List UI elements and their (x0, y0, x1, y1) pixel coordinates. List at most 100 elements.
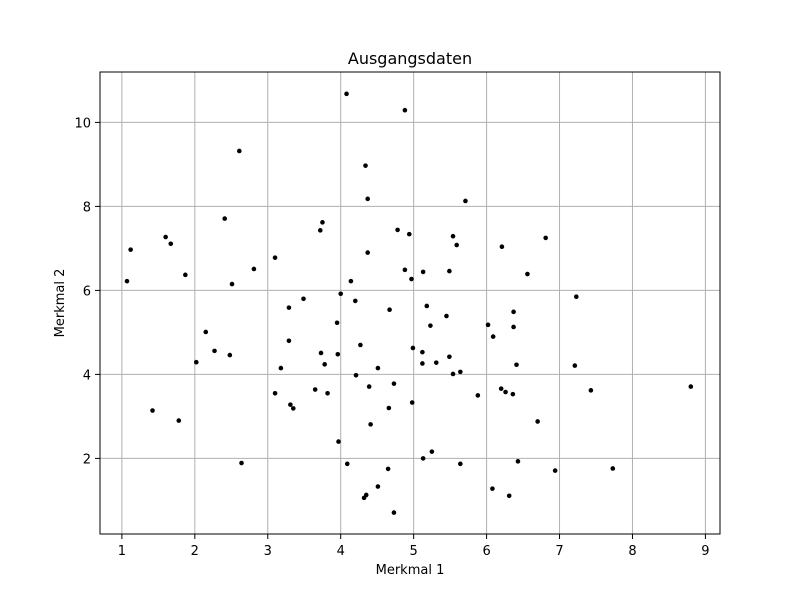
data-point (409, 276, 414, 282)
x-tick-label: 6 (482, 544, 490, 559)
data-point (318, 350, 324, 356)
data-point (535, 419, 540, 424)
data-point (485, 322, 491, 328)
data-point (344, 461, 350, 467)
x-tick-label: 4 (337, 544, 345, 559)
y-tick-label: 10 (74, 116, 91, 131)
data-point (420, 456, 426, 461)
data-point (288, 402, 293, 407)
data-point (525, 271, 530, 277)
y-tick-label: 2 (83, 452, 91, 467)
data-point (335, 351, 341, 357)
data-point (420, 361, 425, 366)
data-point (503, 389, 508, 395)
data-point (498, 386, 504, 391)
data-point (334, 320, 340, 326)
data-point (320, 220, 325, 225)
data-point (588, 388, 594, 393)
data-point (406, 231, 412, 237)
x-tick-label: 2 (191, 544, 199, 559)
data-point (433, 360, 439, 365)
data-point (506, 493, 512, 499)
data-point (552, 468, 558, 473)
data-point (368, 422, 373, 427)
data-point (543, 235, 548, 241)
data-point (290, 406, 296, 411)
x-axis-label: Merkmal 1 (376, 563, 445, 578)
data-point (402, 107, 408, 113)
data-point (688, 384, 694, 389)
data-point (475, 393, 481, 398)
data-point (511, 309, 516, 315)
data-point (463, 198, 468, 204)
data-point (410, 345, 416, 351)
data-point (352, 298, 358, 304)
data-point (499, 244, 505, 250)
data-point (490, 334, 496, 339)
data-point (325, 391, 330, 396)
data-point (128, 247, 133, 252)
x-tick-label: 1 (118, 544, 126, 559)
data-point (366, 384, 372, 389)
data-point (365, 250, 370, 255)
data-point (428, 323, 433, 328)
data-points (124, 91, 694, 515)
data-point (510, 391, 516, 397)
data-point (450, 233, 456, 239)
data-point (229, 281, 235, 287)
plot-frame (99, 71, 721, 535)
data-point (222, 216, 228, 221)
data-point (511, 324, 516, 330)
data-point (193, 359, 199, 365)
chart-title: Ausgangsdaten (348, 49, 472, 68)
data-point (286, 338, 292, 344)
data-point (409, 400, 415, 405)
data-point (338, 291, 344, 297)
data-point (420, 269, 426, 275)
data-point (312, 387, 318, 392)
data-point (272, 391, 278, 396)
data-point (458, 461, 463, 467)
data-point (447, 354, 452, 360)
data-point (317, 228, 323, 233)
data-point (450, 371, 456, 377)
data-point (375, 365, 381, 371)
data-point (301, 296, 306, 302)
data-point (447, 268, 452, 274)
data-point (239, 460, 244, 466)
data-point (272, 255, 278, 260)
data-point (444, 313, 449, 319)
data-point (387, 307, 392, 313)
x-tick-label: 7 (555, 544, 563, 559)
data-point (163, 234, 168, 240)
data-point (574, 294, 579, 300)
data-point (251, 266, 257, 272)
x-tick-label: 9 (701, 544, 709, 559)
data-point (344, 91, 349, 97)
y-axis-ticks: 2 4 6 8 10 (74, 116, 100, 467)
y-tick-label: 8 (83, 200, 91, 215)
x-tick-label: 5 (410, 544, 418, 559)
y-axis-label: Merkmal 2 (53, 269, 68, 338)
data-point (375, 484, 381, 489)
data-point (395, 227, 400, 233)
data-point (124, 278, 130, 284)
data-point (391, 381, 397, 386)
data-point (385, 466, 391, 472)
data-point (227, 352, 233, 358)
data-point (515, 459, 521, 464)
data-point (572, 363, 578, 368)
data-point (514, 362, 519, 368)
y-tick-label: 6 (83, 284, 91, 299)
data-point (212, 348, 217, 354)
data-point (424, 303, 430, 309)
data-point (150, 408, 155, 413)
data-point (363, 163, 368, 168)
data-point (348, 278, 354, 284)
data-point (176, 418, 182, 423)
x-tick-label: 3 (264, 544, 272, 559)
data-point (353, 372, 359, 378)
data-point (429, 449, 435, 454)
